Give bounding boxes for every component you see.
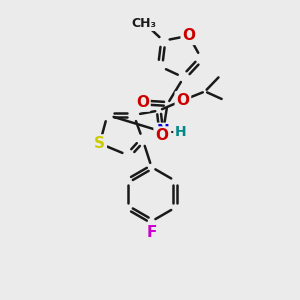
Text: N: N bbox=[157, 124, 169, 140]
Text: O: O bbox=[176, 93, 189, 108]
Text: CH₃: CH₃ bbox=[132, 16, 157, 29]
Text: H: H bbox=[175, 125, 187, 139]
Text: O: O bbox=[136, 95, 149, 110]
Text: O: O bbox=[155, 128, 168, 143]
Text: O: O bbox=[182, 28, 195, 43]
Text: S: S bbox=[94, 136, 105, 151]
Text: F: F bbox=[146, 225, 157, 240]
